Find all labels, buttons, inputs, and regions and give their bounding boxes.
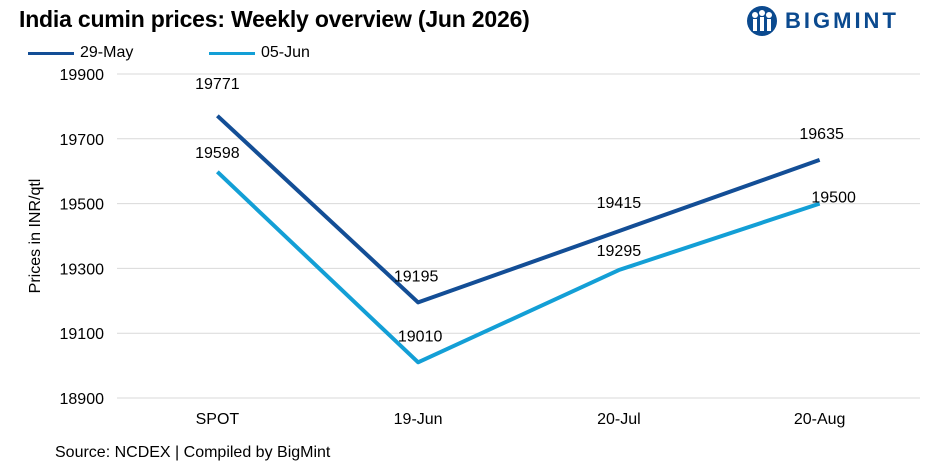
legend-swatch-2 xyxy=(209,52,255,55)
data-label-s2-1: 19598 xyxy=(195,145,240,162)
x-tick-label-2: 19-Jun xyxy=(394,411,443,428)
data-label-s1-2: 19195 xyxy=(394,268,439,285)
y-tick-label-19700: 19700 xyxy=(60,132,105,149)
data-label-s1-3: 19415 xyxy=(597,195,642,212)
brand-name: BIGMINT xyxy=(785,8,899,33)
data-label-s1-1: 19771 xyxy=(195,76,240,93)
y-tick-label-18900: 18900 xyxy=(60,391,105,408)
legend-label-2: 05-Jun xyxy=(261,44,310,61)
data-label-s1-4: 19635 xyxy=(799,126,844,143)
data-label-s2-2: 19010 xyxy=(398,328,443,345)
brand-logo-icon xyxy=(747,6,777,36)
legend-swatch-1 xyxy=(28,52,74,55)
x-tick-label-1: SPOT xyxy=(196,411,240,428)
data-label-s2-4: 19500 xyxy=(811,190,856,207)
y-tick-label-19300: 19300 xyxy=(60,261,105,278)
chart-title: India cumin prices: Weekly overview (Jun… xyxy=(19,6,530,32)
x-tick-label-4: 20-Aug xyxy=(794,411,846,428)
source-note: Source: NCDEX | Compiled by BigMint xyxy=(55,444,331,461)
y-tick-label-19900: 19900 xyxy=(60,67,105,84)
y-tick-label-19500: 19500 xyxy=(60,197,105,214)
legend-label-1: 29-May xyxy=(80,44,134,61)
series-line-2 xyxy=(215,170,821,365)
data-label-s2-3: 19295 xyxy=(597,243,642,260)
x-tick-label-3: 20-Jul xyxy=(597,411,641,428)
y-tick-label-19100: 19100 xyxy=(60,326,105,343)
series-line-1 xyxy=(216,114,821,305)
brand-logo: BIGMINT xyxy=(745,5,925,37)
y-axis-label: Prices in INR/qtl xyxy=(27,179,44,294)
